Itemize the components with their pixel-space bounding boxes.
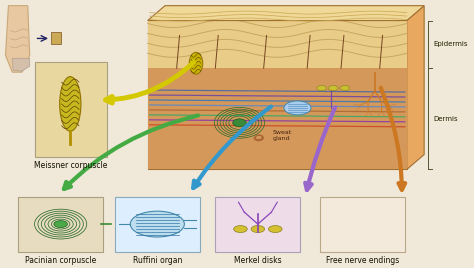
FancyBboxPatch shape bbox=[147, 21, 407, 68]
FancyBboxPatch shape bbox=[115, 197, 200, 252]
Ellipse shape bbox=[130, 211, 184, 237]
Ellipse shape bbox=[268, 226, 282, 233]
Polygon shape bbox=[6, 6, 30, 72]
Ellipse shape bbox=[328, 85, 338, 91]
Ellipse shape bbox=[189, 52, 203, 74]
Ellipse shape bbox=[251, 226, 264, 233]
Ellipse shape bbox=[60, 77, 81, 131]
Text: Ruffini organ: Ruffini organ bbox=[133, 256, 182, 265]
Text: Free nerve endings: Free nerve endings bbox=[326, 256, 399, 265]
FancyBboxPatch shape bbox=[147, 21, 407, 169]
Text: Sweat
gland: Sweat gland bbox=[273, 130, 292, 141]
Text: Pacinian corpuscle: Pacinian corpuscle bbox=[25, 256, 96, 265]
Polygon shape bbox=[12, 58, 30, 71]
Text: Meissner corpuscle: Meissner corpuscle bbox=[34, 161, 107, 170]
Text: Dermis: Dermis bbox=[434, 116, 458, 122]
FancyBboxPatch shape bbox=[35, 62, 107, 157]
Polygon shape bbox=[147, 6, 424, 21]
FancyBboxPatch shape bbox=[51, 32, 61, 44]
Ellipse shape bbox=[317, 85, 327, 91]
FancyBboxPatch shape bbox=[147, 68, 407, 169]
Ellipse shape bbox=[54, 221, 67, 228]
Ellipse shape bbox=[234, 226, 247, 233]
Ellipse shape bbox=[340, 85, 350, 91]
Ellipse shape bbox=[233, 119, 246, 127]
FancyBboxPatch shape bbox=[18, 197, 103, 252]
Ellipse shape bbox=[284, 101, 311, 115]
Polygon shape bbox=[407, 6, 424, 169]
FancyBboxPatch shape bbox=[215, 197, 301, 252]
Text: Merkel disks: Merkel disks bbox=[234, 256, 282, 265]
FancyBboxPatch shape bbox=[320, 197, 405, 252]
FancyBboxPatch shape bbox=[165, 6, 407, 155]
Text: Epidermis: Epidermis bbox=[434, 41, 468, 47]
